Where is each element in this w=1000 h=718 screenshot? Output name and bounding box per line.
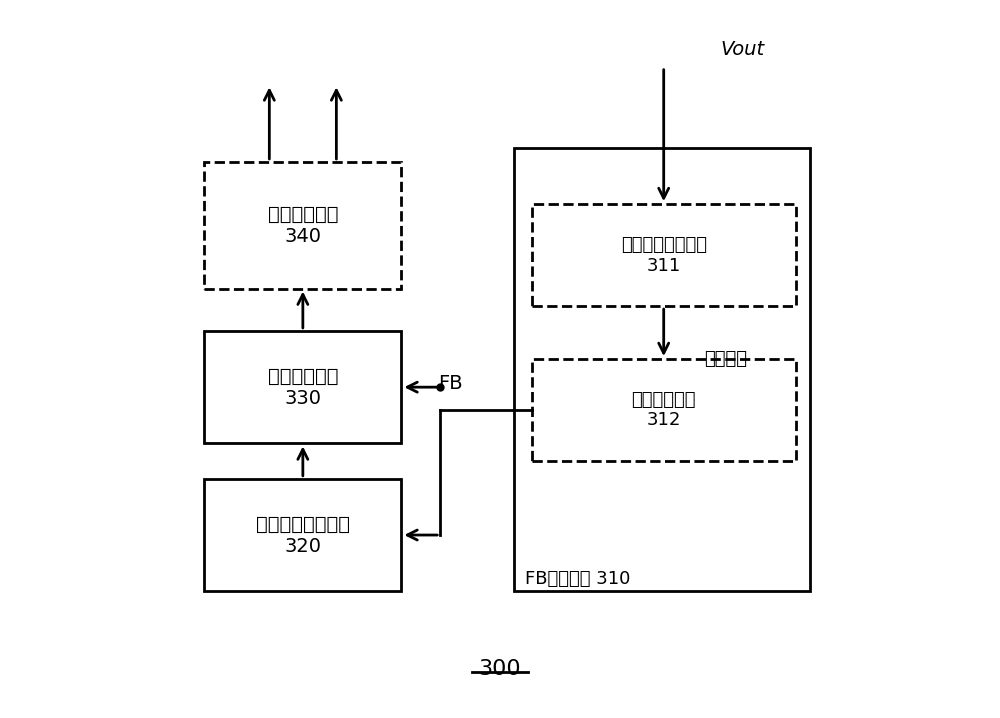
Text: Vout: Vout: [721, 39, 765, 59]
Text: 反馈补偿模块
312: 反馈补偿模块 312: [631, 391, 696, 429]
Text: 300: 300: [479, 659, 521, 679]
FancyBboxPatch shape: [204, 162, 401, 289]
Text: 输出电压采样模块
311: 输出电压采样模块 311: [621, 236, 707, 274]
FancyBboxPatch shape: [532, 359, 796, 461]
Text: 误差放大: 误差放大: [704, 350, 747, 368]
FancyBboxPatch shape: [204, 331, 401, 444]
Text: FB生成单元 310: FB生成单元 310: [525, 569, 630, 587]
Text: 驱动控制单元
340: 驱动控制单元 340: [268, 205, 338, 246]
FancyBboxPatch shape: [204, 479, 401, 592]
Text: FB: FB: [438, 374, 463, 393]
FancyBboxPatch shape: [514, 148, 810, 592]
Text: 频率控制单元
330: 频率控制单元 330: [268, 367, 338, 408]
FancyBboxPatch shape: [532, 204, 796, 306]
Text: 工作模式确定单元
320: 工作模式确定单元 320: [256, 515, 350, 556]
